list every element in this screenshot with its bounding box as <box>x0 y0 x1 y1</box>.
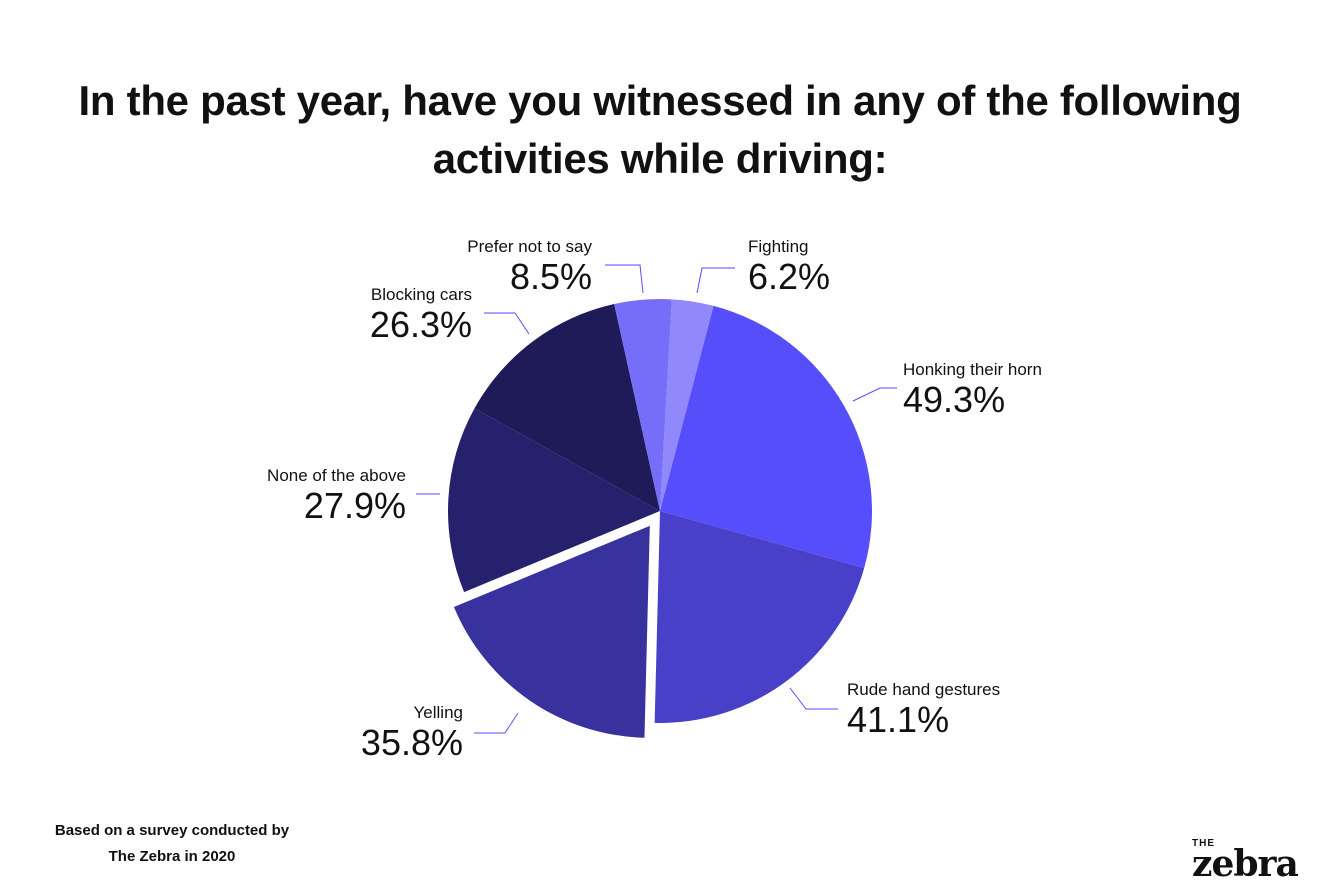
leader-line <box>789 687 838 710</box>
pie-slice-honking-their-horn <box>660 305 872 569</box>
source-line-1: Based on a survey conducted by <box>54 822 290 839</box>
source-line-2: The Zebra in 2020 <box>108 848 236 865</box>
label-rude-hand-gestures: Rude hand gestures 41.1% <box>847 680 1001 740</box>
pie-slice-rude-hand-gestures <box>654 511 865 723</box>
logo-the: THE <box>1192 838 1215 849</box>
label-prefer-not-to-say: Prefer not to say 8.5% <box>467 237 592 297</box>
pie-slice-prefer-not-to-say <box>614 299 672 511</box>
leader-line <box>605 264 644 294</box>
logo-zebra: zebra <box>1192 843 1299 885</box>
chart-title: In the past year, have you witnessed in … <box>78 77 1242 182</box>
pie-slice-none-of-the-above <box>447 408 660 593</box>
zebra-logo: THE zebra <box>1192 838 1317 885</box>
leader-line <box>852 387 897 402</box>
label-none-of-the-above: None of the above 27.9% <box>267 466 406 526</box>
leader-line <box>696 267 735 294</box>
leader-line <box>484 312 530 335</box>
label-fighting: Fighting 6.2% <box>748 237 831 297</box>
pie-slice-fighting <box>660 299 714 511</box>
pie-slice-blocking-cars <box>474 304 660 511</box>
leader-line <box>474 712 519 734</box>
pie-slice-yelling <box>453 525 650 738</box>
source-note: Based on a survey conducted by The Zebra… <box>22 818 322 870</box>
label-honking: Honking their horn 49.3% <box>903 360 1042 420</box>
label-blocking-cars: Blocking cars 26.3% <box>369 285 472 345</box>
label-yelling: Yelling 35.8% <box>360 703 463 763</box>
